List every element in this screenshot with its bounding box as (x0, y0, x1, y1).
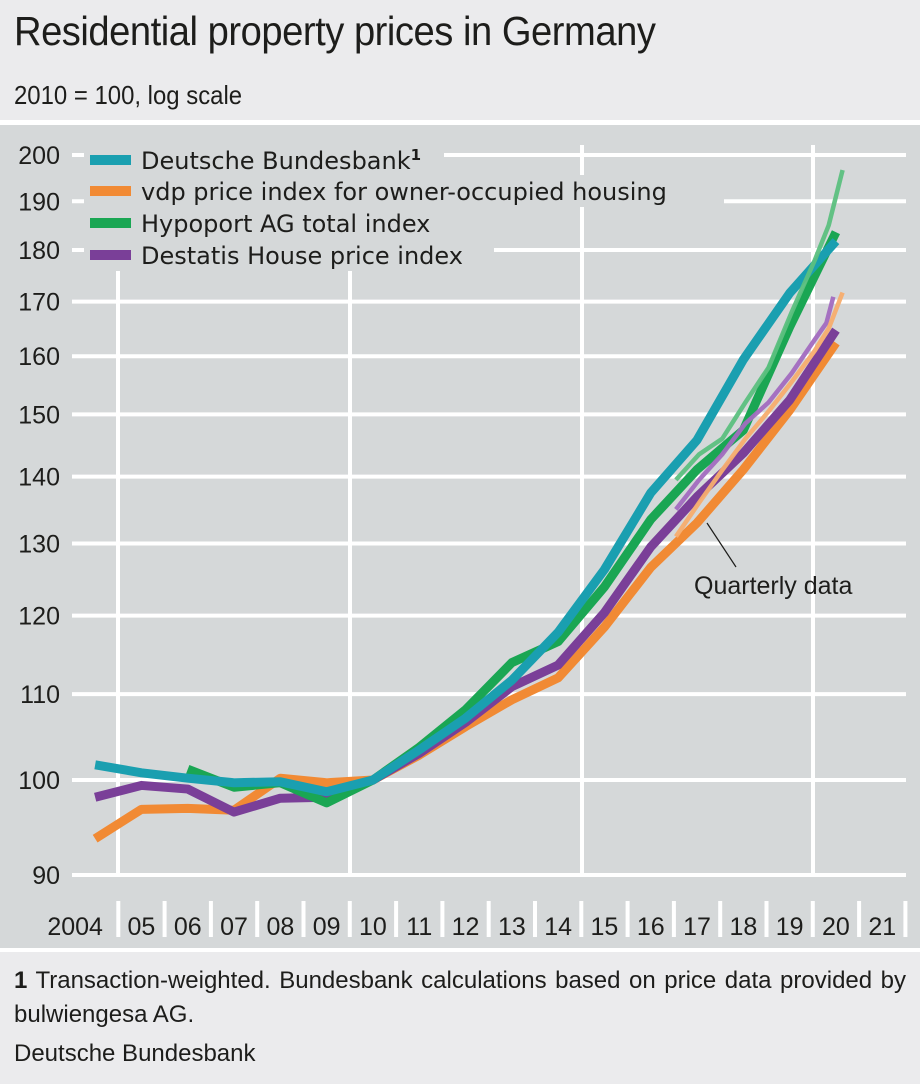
y-tick-label: 90 (32, 862, 60, 890)
legend-label: Destatis House price index (141, 242, 463, 270)
legend-swatch (90, 218, 131, 228)
x-tick-label: 2004 (47, 913, 103, 941)
x-tick-label: 17 (683, 913, 711, 941)
footnote-text: Transaction-weighted. Bundesbank calcula… (14, 967, 906, 1028)
chart-footer: 1 Transaction-weighted. Bundesbank calcu… (0, 952, 920, 1084)
x-tick-label: 07 (220, 913, 248, 941)
legend-label: Deutsche Bundesbank1 (141, 146, 421, 175)
annotation: Quarterly data (694, 522, 853, 600)
legend: Deutsche Bundesbank1 vdp price index for … (90, 146, 667, 270)
quarterly-line-vdp-price-index-for-owner-occupied-housing-quarterly- (674, 291, 845, 538)
y-tick-label: 180 (18, 237, 60, 265)
plot-panel: 90 100 110 120 130 140 150 160 170 180 190 200 2004… (0, 125, 920, 948)
legend-footnote-marker: 1 (411, 146, 421, 164)
chart-subtitle: 2010 = 100, log scale (14, 80, 243, 110)
x-tick-label: 06 (174, 913, 202, 941)
x-tick-label: 16 (637, 913, 665, 941)
annotation-leader-line (706, 522, 737, 568)
x-tick-label: 09 (313, 913, 341, 941)
x-tick-label: 18 (729, 913, 757, 941)
legend-label: Hypoport AG total index (141, 210, 430, 238)
x-tick-label: 14 (544, 913, 572, 941)
y-tick-label: 150 (18, 401, 60, 429)
x-tick-label: 08 (266, 913, 294, 941)
y-tick-label: 190 (18, 188, 60, 216)
y-tick-label: 200 (18, 142, 60, 170)
y-tick-label: 130 (18, 530, 60, 558)
legend-label: vdp price index for owner-occupied housi… (141, 178, 667, 206)
legend-background (84, 144, 724, 271)
annotation-quarterly-data: Quarterly data (694, 572, 853, 600)
x-tick-label: 12 (452, 913, 480, 941)
quarterly-series (674, 169, 845, 538)
y-tick-label: 110 (20, 681, 60, 709)
y-tick-label: 170 (18, 289, 60, 317)
x-tick-label: 10 (359, 913, 387, 941)
footnote: 1 Transaction-weighted. Bundesbank calcu… (14, 964, 906, 1032)
x-tick-label: 19 (776, 913, 804, 941)
y-tick-label: 140 (18, 464, 60, 492)
chart-title: Residential property prices in Germany (14, 8, 656, 54)
x-tick-label: 20 (822, 913, 850, 941)
y-tick-label: 100 (18, 767, 60, 795)
y-tick-label: 120 (18, 603, 60, 631)
x-tick-label: 13 (498, 913, 526, 941)
legend-swatch (90, 250, 131, 260)
legend-swatch (90, 186, 131, 196)
x-tick-label: 11 (406, 913, 432, 941)
legend-knockout (84, 239, 494, 271)
quarterly-line-destatis-house-price-index-quarterly- (674, 296, 836, 511)
legend-swatch (90, 155, 131, 165)
x-tick-label: 05 (128, 913, 156, 941)
chart-header: Residential property prices in Germany 2… (0, 0, 920, 120)
x-axis-tick-labels: 2004 05 06 07 08 09 10 11 12 13 14 15 16 17 18 19 20 21 (47, 913, 896, 941)
footnote-marker: 1 (14, 967, 28, 994)
legend-knockout (84, 144, 444, 176)
x-tick-label: 15 (591, 913, 619, 941)
y-axis-tick-labels: 90 100 110 120 130 140 150 160 170 180 190 200 (18, 142, 60, 890)
data-series (92, 230, 840, 843)
y-tick-label: 160 (18, 343, 60, 371)
series-line-hypoport-ag-total-index (186, 230, 840, 808)
x-tick-label: 21 (868, 913, 896, 941)
quarterly-line-hypoport-ag-total-index-quarterly- (674, 169, 845, 482)
legend-knockout (84, 207, 469, 239)
legend-knockout (84, 175, 724, 207)
source-label: Deutsche Bundesbank (14, 1040, 256, 1067)
